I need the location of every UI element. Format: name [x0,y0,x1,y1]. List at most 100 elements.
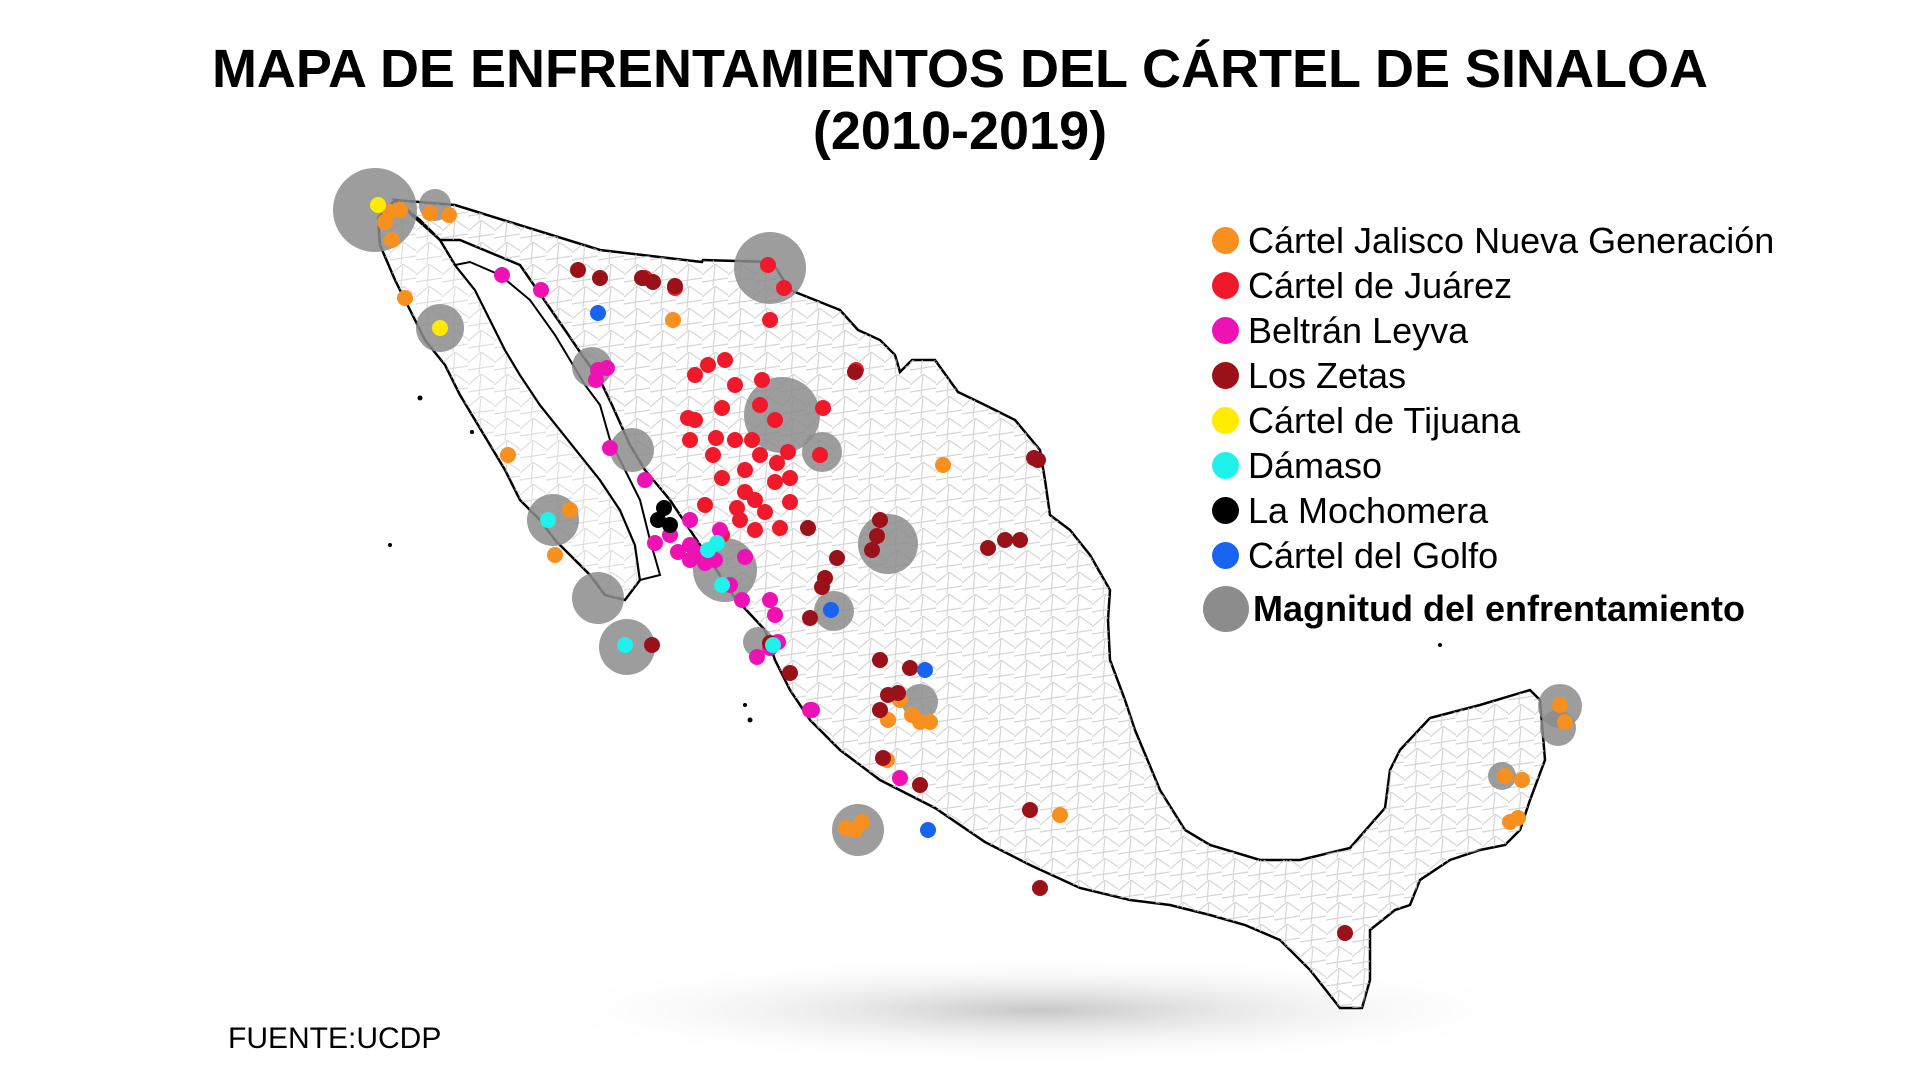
legend-label-golfo: Cártel del Golfo [1248,534,1499,576]
map-title-line-1: MAPA DE ENFRENTAMIENTOS DEL CÁRTEL DE SI… [211,39,1709,99]
clash-point [804,702,820,718]
clash-point [370,197,386,213]
clash-point [570,262,586,278]
clash-point [767,607,783,623]
clash-point [864,542,880,558]
legend-item-zetas: Los Zetas [1212,353,1774,398]
legend-item-juarez: Cártel de Juárez [1212,263,1774,308]
clash-point [644,637,660,653]
clash-point [769,455,785,471]
clash-point [1032,880,1048,896]
clash-point [872,702,888,718]
clash-point [697,497,713,513]
clash-point [815,400,831,416]
clash-point [880,687,896,703]
baja-grid [378,200,640,600]
clash-point [754,372,770,388]
legend-item-beltran-leyva: Beltrán Leyva [1212,308,1774,353]
clash-point [1497,768,1513,784]
clash-point [1012,532,1028,548]
clash-point [714,470,730,486]
clash-point [588,372,604,388]
clash-point [700,357,716,373]
magnitude-circle [1540,710,1576,746]
clash-point [747,522,763,538]
clash-point [1030,452,1046,468]
legend-item-damaso: Dámaso [1212,443,1774,488]
clash-point [812,447,828,463]
clash-point [665,312,681,328]
clash-point [847,364,863,380]
legend-item-mochomera: La Mochomera [1212,488,1774,533]
clash-point [1052,807,1068,823]
clash-point [800,520,816,536]
clash-point [734,592,750,608]
clash-point [592,270,608,286]
clash-point [912,777,928,793]
clash-point [590,305,606,321]
legend-item-magnitude: Magnitud del enfrentamiento [1203,582,1774,636]
source-note: FUENTE:UCDP [228,1022,442,1055]
clash-point [752,447,768,463]
clash-point [384,232,400,248]
clash-point [377,214,393,230]
legend-label-zetas: Los Zetas [1248,354,1407,396]
clash-point [782,470,798,486]
clash-point [717,352,733,368]
clash-point [780,444,796,460]
clash-point [617,637,633,653]
magnitude-circle [744,377,820,453]
clash-point [533,282,549,298]
legend-label-damaso: Dámaso [1248,444,1383,486]
legend-item-golfo: Cártel del Golfo [1212,533,1774,578]
clash-points [370,197,1573,941]
clash-point [1514,772,1530,788]
clash-point [670,544,686,560]
clash-point [392,202,408,218]
clash-point [762,312,778,328]
legend: Cártel Jalisco Nueva Generación Cártel d… [1203,218,1774,636]
clash-point [917,662,933,678]
clash-point [732,512,748,528]
clash-point [687,367,703,383]
clash-point [997,532,1013,548]
legend-label-mochomera: La Mochomera [1248,489,1489,531]
clash-point [892,770,908,786]
clash-point [752,397,768,413]
clash-point [645,274,661,290]
clash-point [920,822,936,838]
clash-point [772,520,788,536]
clash-point [802,610,818,626]
clash-point [875,750,891,766]
clash-point [540,512,556,528]
clash-point [656,500,672,516]
clash-point [494,267,510,283]
clash-point [729,500,745,516]
clash-point [1337,925,1353,941]
clash-point [749,649,765,665]
legend-swatch-mochomera [1212,497,1239,524]
clash-point [647,535,663,551]
clash-point [747,492,763,508]
clash-point [1552,697,1568,713]
gulf-of-california [453,260,662,582]
clash-point [737,462,753,478]
clash-point [637,472,653,488]
clash-point [547,547,563,563]
clash-point [782,494,798,510]
clash-point [757,504,773,520]
clash-point [1502,814,1518,830]
clash-point [762,592,778,608]
clash-point [705,447,721,463]
legend-swatch-magnitude [1203,586,1249,632]
clash-point [599,360,615,376]
clash-point [935,457,951,473]
clash-point [782,665,798,681]
legend-item-tijuana: Cártel de Tijuana [1212,398,1774,443]
clash-point [767,474,783,490]
clash-point [765,637,781,653]
map-title-line-2: (2010-2019) [812,101,1108,161]
legend-swatch-cjng [1212,227,1239,254]
clash-point [422,205,438,221]
